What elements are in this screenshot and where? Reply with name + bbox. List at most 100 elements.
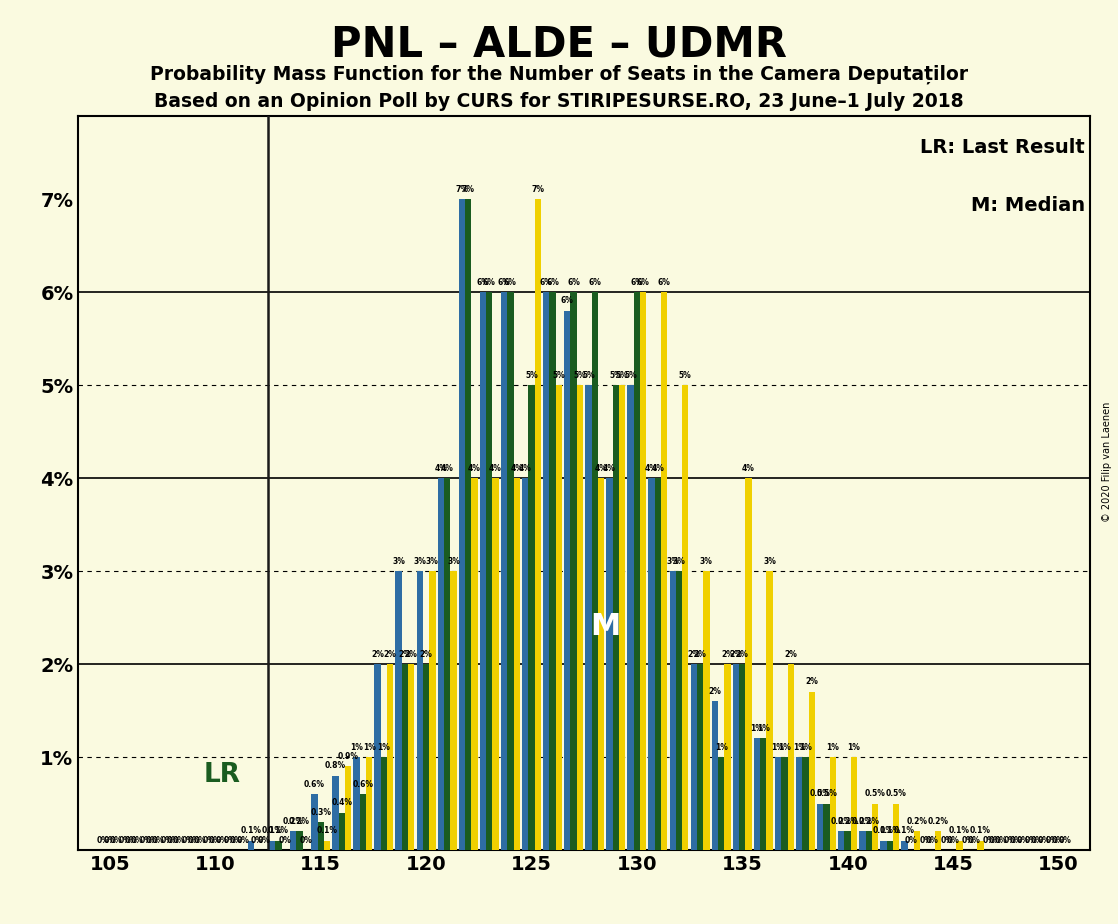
Text: 5%: 5% (574, 371, 586, 380)
Bar (606, 478, 613, 850)
Text: 0%: 0% (1016, 835, 1029, 845)
Text: 0%: 0% (1052, 835, 1064, 845)
Text: 0.1%: 0.1% (894, 826, 915, 835)
Text: 1%: 1% (793, 743, 806, 751)
Bar (746, 478, 751, 850)
Bar (486, 292, 492, 850)
Bar (472, 478, 477, 850)
Text: 1%: 1% (778, 743, 790, 751)
Bar (408, 664, 415, 850)
Text: 2%: 2% (371, 650, 383, 659)
Bar (634, 292, 639, 850)
Text: 4%: 4% (603, 464, 616, 472)
Bar (345, 766, 351, 850)
Bar (619, 385, 625, 850)
Text: 0.9%: 0.9% (338, 752, 359, 760)
Bar (915, 832, 920, 850)
Text: LR: LR (203, 761, 240, 788)
Text: 2%: 2% (709, 687, 721, 696)
Bar (423, 664, 429, 850)
Text: 6%: 6% (498, 277, 511, 286)
Bar (375, 664, 381, 850)
Text: 4%: 4% (652, 464, 664, 472)
Bar (887, 841, 893, 850)
Text: 0%: 0% (224, 835, 237, 845)
Bar (565, 310, 570, 850)
Text: 1%: 1% (771, 743, 785, 751)
Bar (296, 832, 303, 850)
Bar (838, 832, 844, 850)
Text: 5%: 5% (609, 371, 622, 380)
Bar (781, 757, 787, 850)
Text: 0%: 0% (940, 835, 954, 845)
Text: 0.1%: 0.1% (316, 826, 338, 835)
Bar (501, 292, 508, 850)
Text: 2%: 2% (805, 677, 818, 687)
Text: 2%: 2% (398, 650, 411, 659)
Bar (324, 841, 330, 850)
Bar (332, 775, 339, 850)
Bar (893, 804, 899, 850)
Bar (381, 757, 387, 850)
Bar (465, 200, 472, 850)
Bar (508, 292, 513, 850)
Bar (956, 841, 963, 850)
Text: 0.1%: 0.1% (970, 826, 991, 835)
Text: 3%: 3% (447, 556, 459, 565)
Text: 6%: 6% (546, 277, 559, 286)
Text: 0%: 0% (195, 835, 207, 845)
Bar (269, 841, 275, 850)
Bar (712, 701, 718, 850)
Text: 0%: 0% (167, 835, 180, 845)
Text: 6%: 6% (504, 277, 517, 286)
Bar (796, 757, 803, 850)
Bar (437, 478, 444, 850)
Text: 0.2%: 0.2% (290, 817, 310, 826)
Bar (787, 664, 794, 850)
Text: 5%: 5% (616, 371, 628, 380)
Bar (513, 478, 520, 850)
Bar (823, 804, 830, 850)
Text: LR: Last Result: LR: Last Result (920, 138, 1084, 156)
Bar (534, 200, 541, 850)
Text: 0.1%: 0.1% (879, 826, 900, 835)
Text: 0%: 0% (1038, 835, 1050, 845)
Bar (691, 664, 697, 850)
Text: 1%: 1% (847, 743, 861, 751)
Bar (387, 664, 394, 850)
Bar (353, 757, 360, 850)
Text: 0%: 0% (1004, 835, 1016, 845)
Text: 0.3%: 0.3% (310, 808, 331, 817)
Bar (760, 738, 767, 850)
Text: 3%: 3% (666, 556, 679, 565)
Bar (872, 804, 879, 850)
Bar (401, 664, 408, 850)
Bar (817, 804, 823, 850)
Bar (570, 292, 577, 850)
Text: 0%: 0% (904, 835, 917, 845)
Bar (366, 757, 372, 850)
Text: 4%: 4% (435, 464, 447, 472)
Text: 0%: 0% (160, 835, 173, 845)
Bar (703, 571, 710, 850)
Text: 0%: 0% (209, 835, 221, 845)
Text: Probability Mass Function for the Number of Seats in the Camera Deputaților: Probability Mass Function for the Number… (150, 65, 968, 84)
Text: 5%: 5% (525, 371, 538, 380)
Text: 0%: 0% (961, 835, 974, 845)
Text: 7%: 7% (462, 185, 475, 194)
Bar (591, 292, 598, 850)
Text: 2%: 2% (693, 650, 707, 659)
Bar (458, 200, 465, 850)
Text: 0%: 0% (1010, 835, 1023, 845)
Text: 0%: 0% (926, 835, 938, 845)
Text: 6%: 6% (657, 277, 671, 286)
Text: 2%: 2% (688, 650, 700, 659)
Bar (529, 385, 534, 850)
Text: 0%: 0% (983, 835, 995, 845)
Text: 3%: 3% (414, 556, 426, 565)
Text: 0%: 0% (968, 835, 980, 845)
Text: 0.2%: 0.2% (837, 817, 859, 826)
Text: 5%: 5% (679, 371, 692, 380)
Text: 3%: 3% (426, 556, 439, 565)
Text: 0%: 0% (947, 835, 959, 845)
